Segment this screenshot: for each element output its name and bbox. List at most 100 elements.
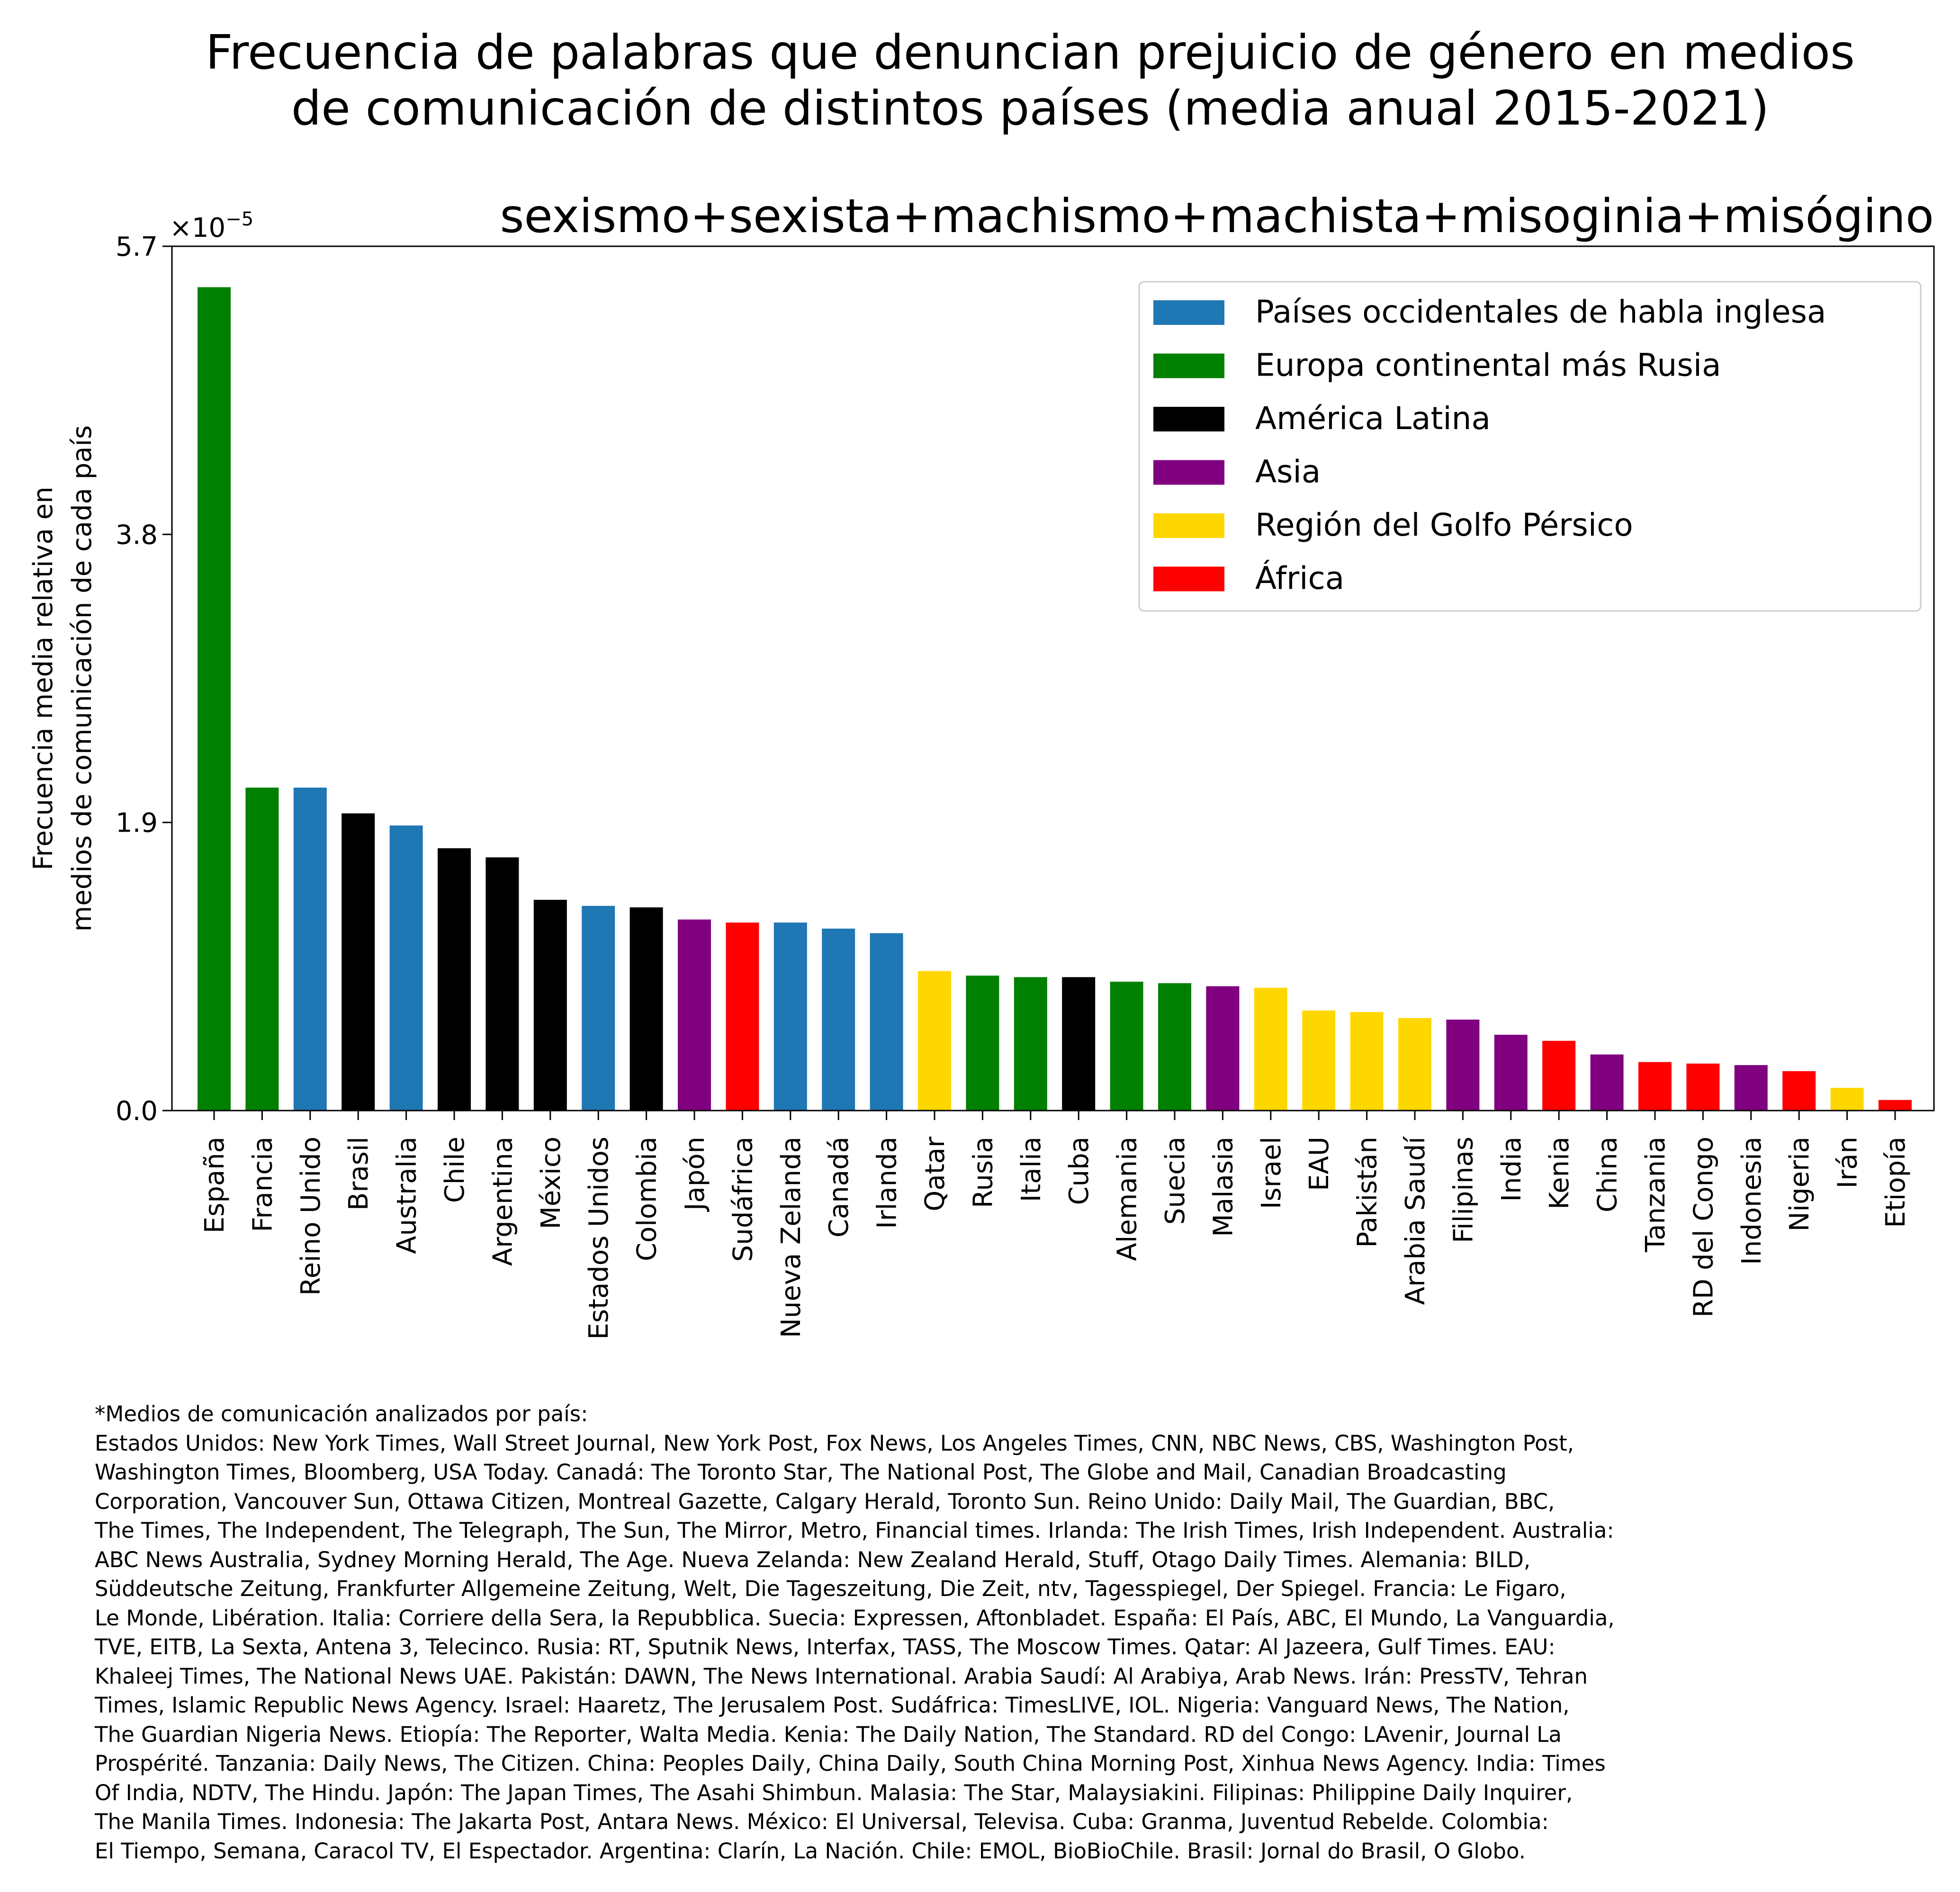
legend-label: Región del Golfo Pérsico	[1255, 507, 1633, 543]
x-tick-label: India	[1496, 1137, 1527, 1202]
legend-label: Europa continental más Rusia	[1255, 347, 1721, 384]
bar	[1302, 1010, 1336, 1111]
legend: Países occidentales de habla inglesa Euro…	[1138, 281, 1922, 612]
legend-swatch	[1153, 460, 1224, 485]
bar	[678, 919, 711, 1111]
bar	[438, 848, 471, 1111]
x-tick-label: México	[536, 1137, 566, 1229]
x-tick-label: RD del Congo	[1688, 1137, 1719, 1318]
x-tick-label: Malasia	[1208, 1137, 1239, 1237]
x-tick-label: Irán	[1833, 1137, 1863, 1188]
bar	[1062, 977, 1096, 1111]
bar	[1350, 1012, 1384, 1111]
bar	[1782, 1071, 1816, 1111]
legend-swatch	[1153, 513, 1224, 538]
plot-frame	[171, 245, 1935, 1112]
legend-swatch	[1153, 353, 1224, 378]
chart-title-line: Frecuencia de palabras que denuncian pre…	[206, 25, 1855, 80]
x-tick-label: Filipinas	[1448, 1137, 1479, 1243]
x-tick-label: Nueva Zelanda	[776, 1137, 807, 1338]
legend-swatch	[1153, 407, 1224, 431]
legend-label: Países occidentales de habla inglesa	[1255, 294, 1826, 330]
bar	[1446, 1019, 1480, 1111]
y-axis-multiplier: ×10−5	[170, 208, 253, 243]
x-tick-label: Estados Unidos	[584, 1137, 614, 1340]
x-tick-label: Tanzania	[1640, 1137, 1671, 1253]
x-tick-label: Nigeria	[1784, 1137, 1815, 1231]
x-tick-label: Argentina	[487, 1137, 518, 1266]
legend-swatch	[1153, 300, 1224, 325]
bar	[293, 788, 327, 1111]
legend-label: Asia	[1255, 454, 1321, 490]
bar	[1014, 977, 1047, 1111]
y-tick-label: 3.8	[116, 520, 158, 550]
bar	[342, 813, 375, 1111]
x-tick-label: Irlanda	[872, 1137, 903, 1229]
x-tick-label: Indonesia	[1736, 1137, 1767, 1265]
bar	[1879, 1100, 1912, 1111]
x-tick-label: Alemania	[1112, 1137, 1143, 1261]
y-axis-ticks: 0.0 1.9 3.8 5.7	[116, 232, 172, 1127]
y-tick-label: 0.0	[116, 1096, 158, 1127]
x-tick-label: Qatar	[920, 1136, 951, 1211]
bar	[1158, 983, 1191, 1111]
x-tick-label: Sudáfrica	[728, 1137, 758, 1262]
bar	[486, 857, 519, 1111]
bar	[198, 287, 231, 1111]
bar	[389, 825, 423, 1111]
bar	[726, 922, 759, 1111]
bar	[773, 922, 807, 1111]
bar	[870, 933, 903, 1111]
chart-title-line: de comunicación de distintos países (med…	[291, 81, 1769, 136]
y-tick-label: 1.9	[116, 808, 158, 839]
bar	[918, 971, 951, 1111]
x-tick-label: Australia	[392, 1137, 423, 1254]
legend-label: África	[1255, 560, 1344, 597]
x-tick-label: Reino Unido	[296, 1137, 326, 1296]
bar	[1734, 1065, 1768, 1111]
x-tick-label: Arabia Saudí	[1400, 1136, 1431, 1305]
x-tick-label: China	[1592, 1137, 1623, 1212]
y-axis-label-line: medios de comunicación de cada país	[67, 425, 98, 932]
y-axis-label-line: Frecuencia media relativa en	[28, 486, 59, 870]
bar	[1206, 986, 1240, 1111]
x-tick-label: Pakistán	[1352, 1137, 1383, 1248]
y-tick-label: 5.7	[116, 232, 158, 262]
bar	[1830, 1087, 1864, 1111]
bar	[629, 907, 663, 1111]
x-tick-label: Suecia	[1160, 1137, 1191, 1225]
chart-subtitle: sexismo+sexista+machismo+machista+misogi…	[500, 189, 1934, 243]
bar	[966, 976, 999, 1111]
footnote: *Medios de comunicación analizados por p…	[95, 1401, 1615, 1864]
y-multiplier-text: ×10−5	[170, 208, 253, 243]
x-tick-label: Kenia	[1544, 1137, 1575, 1210]
x-tick-label: España	[199, 1137, 230, 1233]
x-tick-label: Cuba	[1064, 1137, 1095, 1205]
x-axis-ticks: España Francia Reino Unido Brasil Australia C…	[199, 1111, 1911, 1340]
x-tick-label: Chile	[440, 1137, 470, 1203]
bar	[533, 899, 567, 1111]
bar	[1398, 1018, 1431, 1111]
chart-title: Frecuencia de palabras que denuncian pre…	[206, 25, 1855, 136]
x-tick-label: Rusia	[968, 1137, 998, 1208]
bar	[1590, 1054, 1624, 1111]
x-tick-label: Italia	[1016, 1137, 1047, 1202]
legend-swatch	[1153, 566, 1224, 592]
x-tick-label: Colombia	[632, 1137, 663, 1261]
bar	[1110, 981, 1143, 1111]
bar	[1542, 1040, 1576, 1111]
x-tick-label: Brasil	[343, 1137, 374, 1211]
x-tick-label: Francia	[247, 1137, 278, 1232]
legend-box	[1138, 281, 1922, 612]
x-tick-label: EAU	[1304, 1137, 1335, 1191]
bar	[1686, 1063, 1720, 1111]
bar	[822, 928, 855, 1111]
x-tick-label: Israel	[1256, 1137, 1287, 1209]
bar	[1638, 1062, 1672, 1111]
bar	[245, 788, 279, 1111]
bar	[1254, 987, 1287, 1111]
x-tick-label: Canadá	[824, 1137, 854, 1237]
bar	[582, 906, 615, 1111]
y-axis-label: Frecuencia media relativa en medios de co…	[28, 425, 98, 932]
